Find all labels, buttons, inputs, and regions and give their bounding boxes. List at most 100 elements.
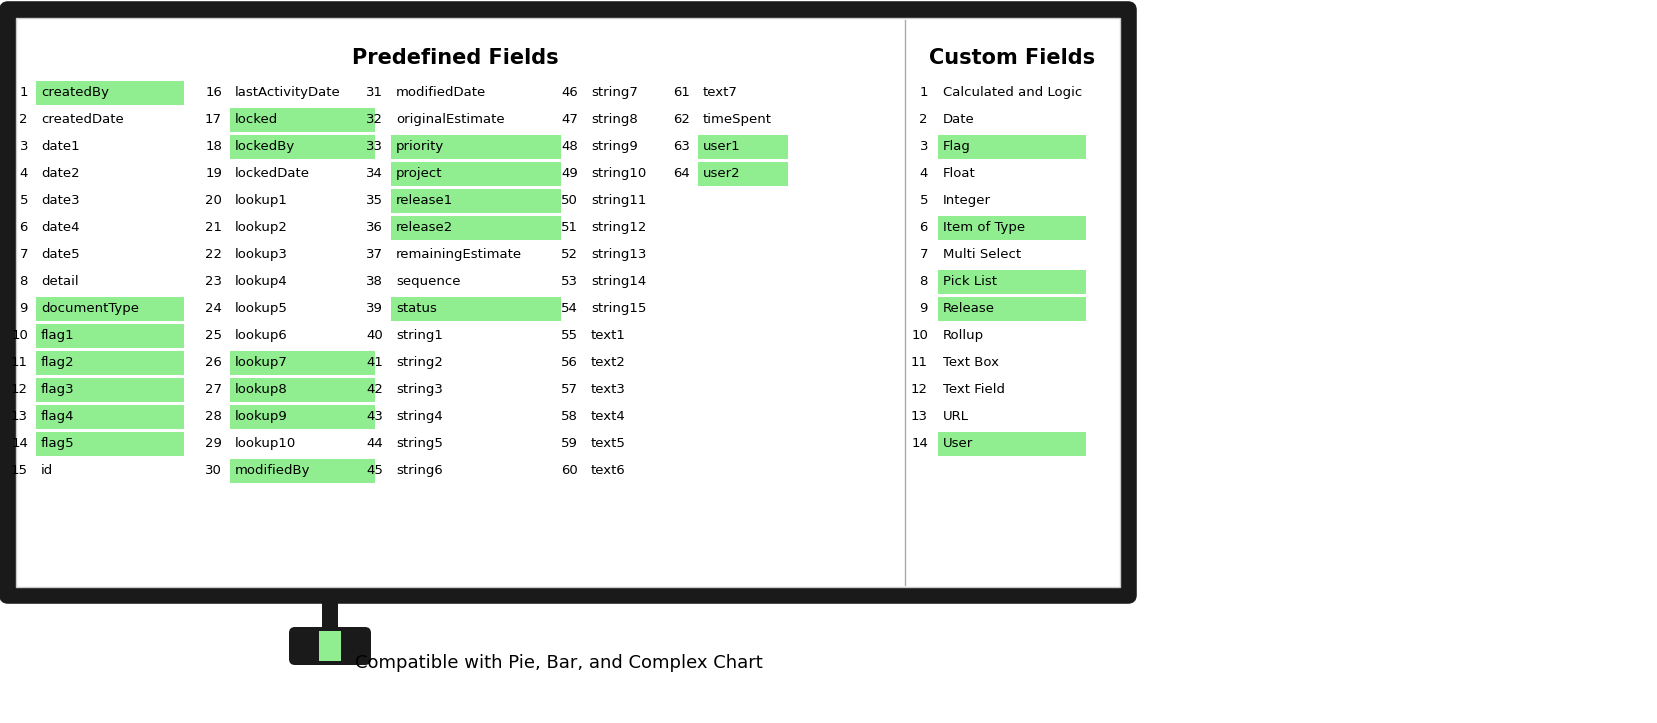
Text: 1: 1 xyxy=(920,86,928,99)
Text: 36: 36 xyxy=(366,221,383,234)
Text: status: status xyxy=(396,301,437,315)
Text: Multi Select: Multi Select xyxy=(943,248,1021,261)
Text: date2: date2 xyxy=(41,167,80,180)
Text: 28: 28 xyxy=(205,410,222,423)
Text: 9: 9 xyxy=(20,301,28,315)
Text: 6: 6 xyxy=(20,221,28,234)
Text: 57: 57 xyxy=(562,382,578,395)
Text: string12: string12 xyxy=(592,221,646,234)
Text: 14: 14 xyxy=(911,437,928,450)
Text: 3: 3 xyxy=(20,140,28,153)
Text: 19: 19 xyxy=(205,167,222,180)
Bar xyxy=(391,297,562,321)
Bar xyxy=(938,432,1085,456)
Text: lookup8: lookup8 xyxy=(235,382,288,395)
Text: string6: string6 xyxy=(396,463,442,476)
Text: 12: 12 xyxy=(12,382,28,395)
Text: detail: detail xyxy=(41,275,78,288)
Text: 52: 52 xyxy=(562,248,578,261)
Text: 35: 35 xyxy=(366,194,383,207)
Text: 47: 47 xyxy=(562,113,578,126)
Text: string4: string4 xyxy=(396,410,442,423)
Text: 31: 31 xyxy=(366,86,383,99)
Text: 4: 4 xyxy=(20,167,28,180)
Text: lookup2: lookup2 xyxy=(235,221,288,234)
Text: string8: string8 xyxy=(592,113,638,126)
Text: 18: 18 xyxy=(205,140,222,153)
Text: Text Box: Text Box xyxy=(943,356,999,369)
Text: 7: 7 xyxy=(920,248,928,261)
Bar xyxy=(938,216,1085,240)
Text: string5: string5 xyxy=(396,437,442,450)
Text: 23: 23 xyxy=(205,275,222,288)
Text: 54: 54 xyxy=(562,301,578,315)
Text: lookup6: lookup6 xyxy=(235,329,288,342)
Text: 51: 51 xyxy=(562,221,578,234)
Text: Predefined Fields: Predefined Fields xyxy=(351,48,558,68)
Text: string10: string10 xyxy=(592,167,646,180)
Text: flag1: flag1 xyxy=(41,329,75,342)
Text: 2: 2 xyxy=(920,113,928,126)
Text: 61: 61 xyxy=(673,86,689,99)
Text: remainingEstimate: remainingEstimate xyxy=(396,248,522,261)
Text: modifiedDate: modifiedDate xyxy=(396,86,486,99)
Text: Date: Date xyxy=(943,113,974,126)
Text: 11: 11 xyxy=(911,356,928,369)
Text: locked: locked xyxy=(235,113,278,126)
Bar xyxy=(36,378,184,402)
Bar xyxy=(230,459,374,483)
Text: 32: 32 xyxy=(366,113,383,126)
Text: 53: 53 xyxy=(562,275,578,288)
Text: string9: string9 xyxy=(592,140,638,153)
Text: flag5: flag5 xyxy=(41,437,75,450)
Text: Item of Type: Item of Type xyxy=(943,221,1026,234)
Text: 40: 40 xyxy=(366,329,383,342)
Text: URL: URL xyxy=(943,410,969,423)
Text: 13: 13 xyxy=(12,410,28,423)
Text: 21: 21 xyxy=(205,221,222,234)
Text: text6: text6 xyxy=(592,463,626,476)
Text: 16: 16 xyxy=(205,86,222,99)
Text: id: id xyxy=(41,463,53,476)
Text: string13: string13 xyxy=(592,248,646,261)
Text: priority: priority xyxy=(396,140,444,153)
Text: string3: string3 xyxy=(396,382,442,395)
Text: 8: 8 xyxy=(920,275,928,288)
Text: 11: 11 xyxy=(12,356,28,369)
Text: 3: 3 xyxy=(920,140,928,153)
Text: 5: 5 xyxy=(920,194,928,207)
Text: project: project xyxy=(396,167,442,180)
Text: lastActivityDate: lastActivityDate xyxy=(235,86,341,99)
Bar xyxy=(36,297,184,321)
Text: 34: 34 xyxy=(366,167,383,180)
Text: Float: Float xyxy=(943,167,976,180)
Text: createdBy: createdBy xyxy=(41,86,109,99)
Text: 29: 29 xyxy=(205,437,222,450)
Bar xyxy=(36,351,184,375)
Text: 24: 24 xyxy=(205,301,222,315)
Text: 44: 44 xyxy=(366,437,383,450)
Text: 48: 48 xyxy=(562,140,578,153)
Text: createdDate: createdDate xyxy=(41,113,124,126)
Text: 9: 9 xyxy=(920,301,928,315)
Text: 49: 49 xyxy=(562,167,578,180)
Text: user2: user2 xyxy=(703,167,741,180)
Text: lookup1: lookup1 xyxy=(235,194,288,207)
Text: 41: 41 xyxy=(366,356,383,369)
Text: lookup10: lookup10 xyxy=(235,437,297,450)
Bar xyxy=(230,378,374,402)
Text: Flag: Flag xyxy=(943,140,971,153)
Bar xyxy=(698,162,789,186)
Text: 56: 56 xyxy=(562,356,578,369)
Text: release1: release1 xyxy=(396,194,454,207)
Text: lockedDate: lockedDate xyxy=(235,167,310,180)
Text: 39: 39 xyxy=(366,301,383,315)
Text: Calculated and Logic: Calculated and Logic xyxy=(943,86,1082,99)
Text: release2: release2 xyxy=(396,221,454,234)
Bar xyxy=(391,162,562,186)
Text: 50: 50 xyxy=(562,194,578,207)
Text: timeSpent: timeSpent xyxy=(703,113,772,126)
Text: 17: 17 xyxy=(205,113,222,126)
Bar xyxy=(391,135,562,159)
Bar xyxy=(391,189,562,213)
